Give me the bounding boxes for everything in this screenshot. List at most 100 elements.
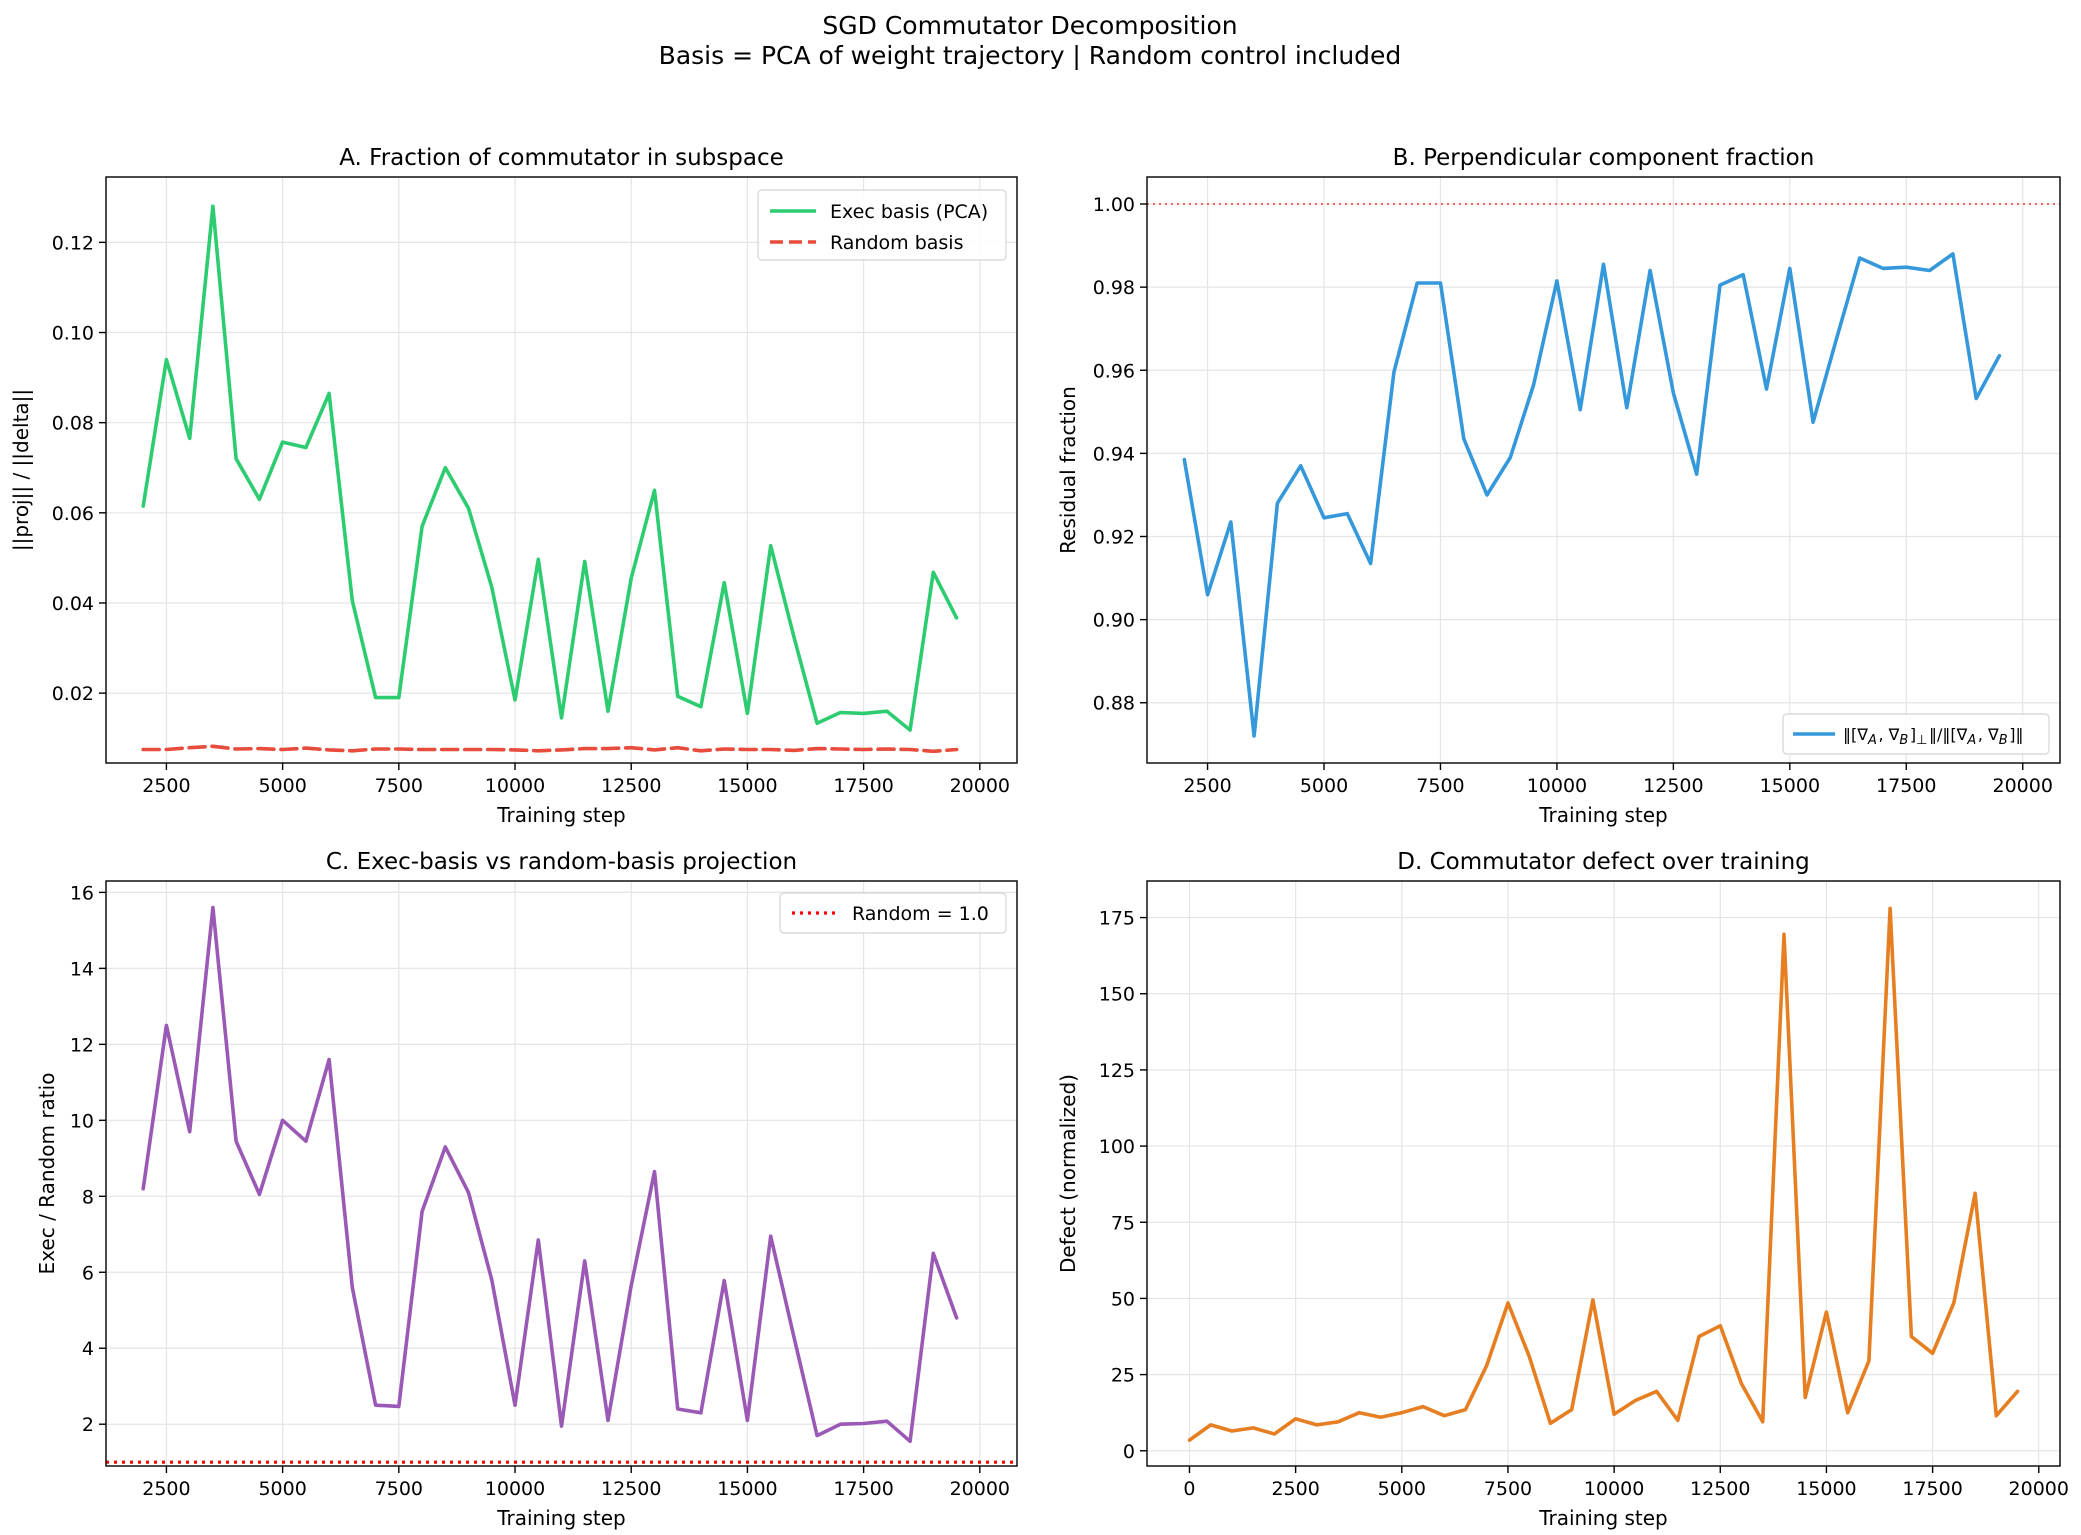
legend-label: Exec basis (PCA) bbox=[830, 201, 988, 223]
plot-frame bbox=[105, 880, 1018, 1467]
series-line-exec-basis-pca- bbox=[141, 204, 959, 732]
y-tick-label: 1.00 bbox=[1093, 194, 1135, 216]
panel-title: C. Exec-basis vs random-basis projection bbox=[326, 849, 797, 875]
panel-b: 2500 5000 7500 10000 12500 15000 17500 20000 0.8… bbox=[1056, 145, 2061, 827]
x-tick-label: 17500 bbox=[1902, 1478, 1962, 1500]
y-tick-label: 4 bbox=[82, 1338, 94, 1360]
x-tick-label: 10000 bbox=[1584, 1478, 1644, 1500]
y-axis-label: ||proj|| / ||delta|| bbox=[9, 389, 33, 551]
legend-box bbox=[1782, 713, 2050, 755]
x-tick-label: 10000 bbox=[1527, 775, 1587, 797]
x-tick-label: 15000 bbox=[717, 775, 777, 797]
x-tick-label: 12500 bbox=[1643, 775, 1703, 797]
y-tick-label: 2 bbox=[82, 1414, 94, 1436]
panel-c: 2500 5000 7500 10000 12500 15000 17500 20000 2 4 6… bbox=[35, 849, 1018, 1530]
legend-label: Random = 1.0 bbox=[852, 903, 989, 925]
x-tick-label: 20000 bbox=[1993, 775, 2053, 797]
x-tick-label: 15000 bbox=[1796, 1478, 1856, 1500]
x-tick-label: 2500 bbox=[142, 1478, 190, 1500]
legend-box bbox=[757, 189, 1007, 261]
x-tick-label: 7500 bbox=[375, 1478, 423, 1500]
x-axis-label: Training step bbox=[1538, 1506, 1668, 1530]
plot-frame bbox=[105, 176, 1018, 764]
y-tick-label: 0.08 bbox=[52, 413, 94, 435]
panel-a: 2500 5000 7500 10000 12500 15000 17500 20000 0.0… bbox=[9, 145, 1018, 827]
x-tick-label: 15000 bbox=[717, 1478, 777, 1500]
panel-title: A. Fraction of commutator in subspace bbox=[339, 145, 784, 171]
x-tick-label: 2500 bbox=[1271, 1478, 1319, 1500]
x-tick-label: 20000 bbox=[950, 775, 1010, 797]
x-tick-label: 12500 bbox=[1690, 1478, 1750, 1500]
panel-title: D. Commutator defect over training bbox=[1397, 849, 1810, 875]
legend-label: Random basis bbox=[830, 232, 963, 254]
y-tick-label: 0 bbox=[1123, 1441, 1135, 1463]
x-tick-label: 17500 bbox=[833, 1478, 893, 1500]
x-tick-label: 5000 bbox=[258, 1478, 306, 1500]
y-tick-label: 14 bbox=[70, 958, 94, 980]
y-tick-label: 0.10 bbox=[52, 323, 94, 345]
legend: Exec basis (PCA) Random basis bbox=[757, 189, 1007, 261]
y-tick-label: 100 bbox=[1099, 1136, 1135, 1158]
x-tick-label: 2500 bbox=[142, 775, 190, 797]
y-tick-label: 50 bbox=[1111, 1288, 1135, 1310]
y-tick-label: 10 bbox=[70, 1110, 94, 1132]
x-tick-label: 2500 bbox=[1183, 775, 1231, 797]
y-tick-label: 0.88 bbox=[1093, 693, 1135, 715]
x-axis-label: Training step bbox=[496, 803, 626, 827]
series-line-defect bbox=[1187, 906, 2020, 1442]
y-tick-label: 0.96 bbox=[1093, 360, 1135, 382]
y-tick-label: 150 bbox=[1099, 984, 1135, 1006]
legend: Random = 1.0 bbox=[779, 892, 1007, 934]
y-tick-label: 0.92 bbox=[1093, 526, 1135, 548]
y-tick-label: 0.04 bbox=[52, 593, 94, 615]
x-tick-label: 12500 bbox=[601, 1478, 661, 1500]
legend-label: ‖[∇A , ∇B ]⊥ ‖/‖[∇A , ∇B ]‖ bbox=[1843, 725, 2024, 748]
suptitle-line-2: Basis = PCA of weight trajectory | Rando… bbox=[659, 41, 1402, 70]
x-tick-label: 5000 bbox=[1378, 1478, 1426, 1500]
x-tick-label: 10000 bbox=[485, 775, 545, 797]
y-tick-label: 6 bbox=[82, 1262, 94, 1284]
y-tick-label: 0.98 bbox=[1093, 277, 1135, 299]
x-tick-label: 7500 bbox=[375, 775, 423, 797]
panel-title: B. Perpendicular component fraction bbox=[1393, 145, 1815, 171]
plot-frame bbox=[1146, 880, 2061, 1467]
x-axis-label: Training step bbox=[496, 1506, 626, 1530]
x-tick-label: 15000 bbox=[1760, 775, 1820, 797]
x-tick-label: 20000 bbox=[950, 1478, 1010, 1500]
y-tick-label: 16 bbox=[70, 882, 94, 904]
y-tick-label: 25 bbox=[1111, 1365, 1135, 1387]
panel-d: 0 2500 5000 7500 10000 12500 15000 17500 20000 0 2… bbox=[1056, 849, 2069, 1530]
y-tick-label: 0.06 bbox=[52, 503, 94, 525]
series-line--a-b-a-b- bbox=[1182, 252, 2002, 738]
x-tick-label: 10000 bbox=[485, 1478, 545, 1500]
y-tick-label: 0.12 bbox=[52, 232, 94, 254]
x-tick-label: 12500 bbox=[601, 775, 661, 797]
y-tick-label: 0.90 bbox=[1093, 610, 1135, 632]
y-tick-label: 175 bbox=[1099, 908, 1135, 930]
x-tick-label: 7500 bbox=[1484, 1478, 1532, 1500]
y-tick-label: 12 bbox=[70, 1034, 94, 1056]
plot-frame bbox=[1146, 176, 2061, 764]
y-axis-label: Defect (normalized) bbox=[1056, 1074, 1080, 1273]
y-tick-label: 0.94 bbox=[1093, 443, 1135, 465]
x-tick-label: 17500 bbox=[1876, 775, 1936, 797]
legend-box bbox=[779, 892, 1007, 934]
series-line-exec-random bbox=[141, 905, 959, 1444]
y-tick-label: 125 bbox=[1099, 1060, 1135, 1082]
x-tick-label: 7500 bbox=[1416, 775, 1464, 797]
x-tick-label: 5000 bbox=[1300, 775, 1348, 797]
y-tick-label: 0.02 bbox=[52, 683, 94, 705]
series-line-random-basis bbox=[141, 744, 959, 754]
x-tick-label: 5000 bbox=[258, 775, 306, 797]
suptitle-line-1: SGD Commutator Decomposition bbox=[822, 11, 1237, 40]
x-tick-label: 0 bbox=[1183, 1478, 1195, 1500]
y-tick-label: 8 bbox=[82, 1186, 94, 1208]
x-axis-label: Training step bbox=[1538, 803, 1668, 827]
y-axis-label: Exec / Random ratio bbox=[35, 1073, 59, 1275]
y-axis-label: Residual fraction bbox=[1056, 386, 1080, 554]
y-tick-label: 75 bbox=[1111, 1212, 1135, 1234]
x-tick-label: 17500 bbox=[833, 775, 893, 797]
legend: ‖[∇A , ∇B ]⊥ ‖/‖[∇A , ∇B ]‖ bbox=[1782, 713, 2050, 755]
x-tick-label: 20000 bbox=[2009, 1478, 2069, 1500]
